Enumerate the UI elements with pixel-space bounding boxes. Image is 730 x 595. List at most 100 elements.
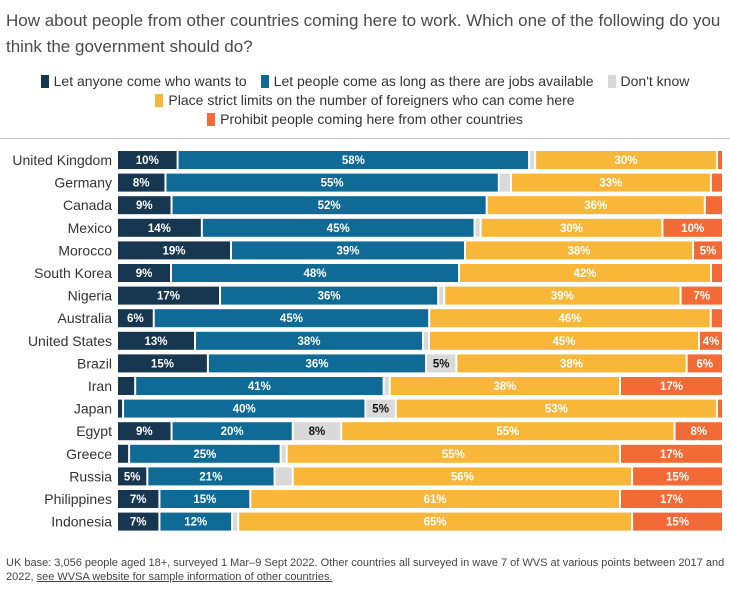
bar-morocco-prohibit <box>694 241 722 260</box>
bar-iran-limits <box>390 377 619 395</box>
data-label-mexico-jobs: 45% <box>327 223 350 235</box>
data-label-egypt-limits: 55% <box>496 426 519 438</box>
legend-swatch-limits <box>155 94 164 107</box>
category-label-united-kingdom: United Kingdom <box>12 152 112 168</box>
bar-south-korea-prohibit <box>712 264 722 282</box>
footnote: UK base: 3,056 people aged 18+, surveyed… <box>6 556 726 584</box>
data-label-united-kingdom-anyone: 10% <box>136 155 159 167</box>
data-label-egypt-jobs: 20% <box>221 426 244 438</box>
bar-united-states-anyone <box>118 331 194 350</box>
category-label-australia: Australia <box>58 310 113 326</box>
data-label-indonesia-limits: 65% <box>424 517 447 529</box>
bar-indonesia-jobs <box>160 512 232 531</box>
category-label-united-states: United States <box>28 333 112 349</box>
bar-nigeria-anyone <box>118 286 220 305</box>
data-label-egypt-dontknow: 8% <box>309 426 326 438</box>
data-label-philippines-jobs: 15% <box>193 494 216 506</box>
bar-brazil-jobs <box>208 354 426 373</box>
bar-united-states-jobs <box>196 331 422 350</box>
data-label-morocco-anyone: 19% <box>162 245 185 257</box>
bar-united-kingdom-anyone <box>118 151 177 169</box>
bar-japan-anyone <box>118 399 123 418</box>
bar-united-states-prohibit <box>700 331 722 350</box>
data-label-canada-limits: 36% <box>584 200 607 212</box>
bar-canada-anyone <box>118 196 171 215</box>
data-label-brazil-prohibit: 6% <box>697 358 714 370</box>
legend: Let anyone come who wants to Let people … <box>0 72 730 129</box>
data-label-russia-prohibit: 15% <box>666 471 689 483</box>
legend-item-prohibit: Prohibit people coming here from other c… <box>207 110 523 129</box>
category-label-nigeria: Nigeria <box>68 288 113 304</box>
data-label-morocco-limits: 38% <box>567 245 590 257</box>
data-label-germany-limits: 33% <box>599 178 622 190</box>
bar-morocco-limits <box>466 241 692 260</box>
data-label-canada-jobs: 52% <box>318 200 341 212</box>
bar-mexico-jobs <box>202 218 474 237</box>
bar-egypt-limits <box>342 422 674 441</box>
data-label-brazil-jobs: 36% <box>305 358 328 370</box>
data-label-greece-prohibit: 17% <box>660 449 683 461</box>
data-label-indonesia-prohibit: 15% <box>666 517 689 529</box>
category-label-egypt: Egypt <box>76 423 112 439</box>
category-label-mexico: Mexico <box>68 220 113 236</box>
bar-south-korea-jobs <box>172 264 458 282</box>
bar-philippines-prohibit <box>620 490 722 508</box>
legend-label-prohibit: Prohibit people coming here from other c… <box>220 111 523 127</box>
bar-iran-jobs <box>136 377 383 395</box>
data-label-indonesia-anyone: 7% <box>130 517 147 529</box>
data-label-united-kingdom-jobs: 58% <box>342 155 365 167</box>
bar-egypt-jobs <box>172 422 292 441</box>
legend-swatch-anyone <box>40 75 49 88</box>
data-label-germany-anyone: 8% <box>133 178 150 190</box>
category-label-canada: Canada <box>63 197 112 213</box>
bar-south-korea-anyone <box>118 264 170 282</box>
data-label-nigeria-limits: 39% <box>551 291 574 303</box>
data-label-iran-limits: 38% <box>493 381 516 393</box>
bar-mexico-dontknow <box>475 218 480 237</box>
bar-australia-prohibit <box>711 309 722 328</box>
data-label-japan-jobs: 40% <box>233 404 256 416</box>
data-label-brazil-dontknow: 5% <box>433 358 450 370</box>
bar-philippines-jobs <box>160 490 250 508</box>
bar-south-korea-limits <box>460 264 710 282</box>
bar-australia-limits <box>430 309 710 328</box>
data-label-greece-limits: 55% <box>442 449 465 461</box>
bar-japan-limits <box>396 399 716 418</box>
bar-iran-prohibit <box>620 377 722 395</box>
data-label-morocco-prohibit: 5% <box>700 245 717 257</box>
data-label-south-korea-limits: 42% <box>573 268 596 280</box>
bar-united-kingdom-prohibit <box>717 151 722 169</box>
bar-united-states-limits <box>430 331 698 350</box>
bar-egypt-anyone <box>118 422 171 441</box>
data-label-russia-anyone: 5% <box>124 471 141 483</box>
bar-germany-anyone <box>118 173 165 192</box>
data-label-australia-jobs: 45% <box>280 313 303 325</box>
bar-russia-anyone <box>118 467 147 486</box>
category-label-indonesia: Indonesia <box>51 514 112 530</box>
bar-greece-prohibit <box>620 444 722 463</box>
bar-united-kingdom-limits <box>536 151 716 169</box>
bar-indonesia-prohibit <box>633 512 722 531</box>
bar-united-kingdom-jobs <box>178 151 529 169</box>
bar-egypt-prohibit <box>675 422 722 441</box>
category-label-brazil: Brazil <box>77 355 112 371</box>
footnote-link[interactable]: see WVSA website for sample information … <box>36 571 333 583</box>
data-label-united-states-jobs: 38% <box>297 336 320 348</box>
footnote-text: UK base: 3,056 people aged 18+, surveyed… <box>6 557 725 583</box>
data-label-brazil-anyone: 15% <box>151 358 174 370</box>
bar-germany-limits <box>511 173 710 192</box>
bar-indonesia-anyone <box>118 512 159 531</box>
legend-swatch-jobs <box>260 75 269 88</box>
data-label-united-states-anyone: 13% <box>144 336 167 348</box>
data-label-greece-jobs: 25% <box>193 449 216 461</box>
bar-iran-anyone <box>118 377 135 395</box>
category-label-morocco: Morocco <box>58 242 112 258</box>
bar-nigeria-prohibit <box>681 286 722 305</box>
data-label-egypt-anyone: 9% <box>136 426 153 438</box>
bar-japan-jobs <box>124 399 365 418</box>
bar-germany-jobs <box>166 173 498 192</box>
bar-united-kingdom-dontknow <box>530 151 535 169</box>
bar-united-states-dontknow <box>424 331 428 350</box>
legend-swatch-prohibit <box>207 113 216 126</box>
